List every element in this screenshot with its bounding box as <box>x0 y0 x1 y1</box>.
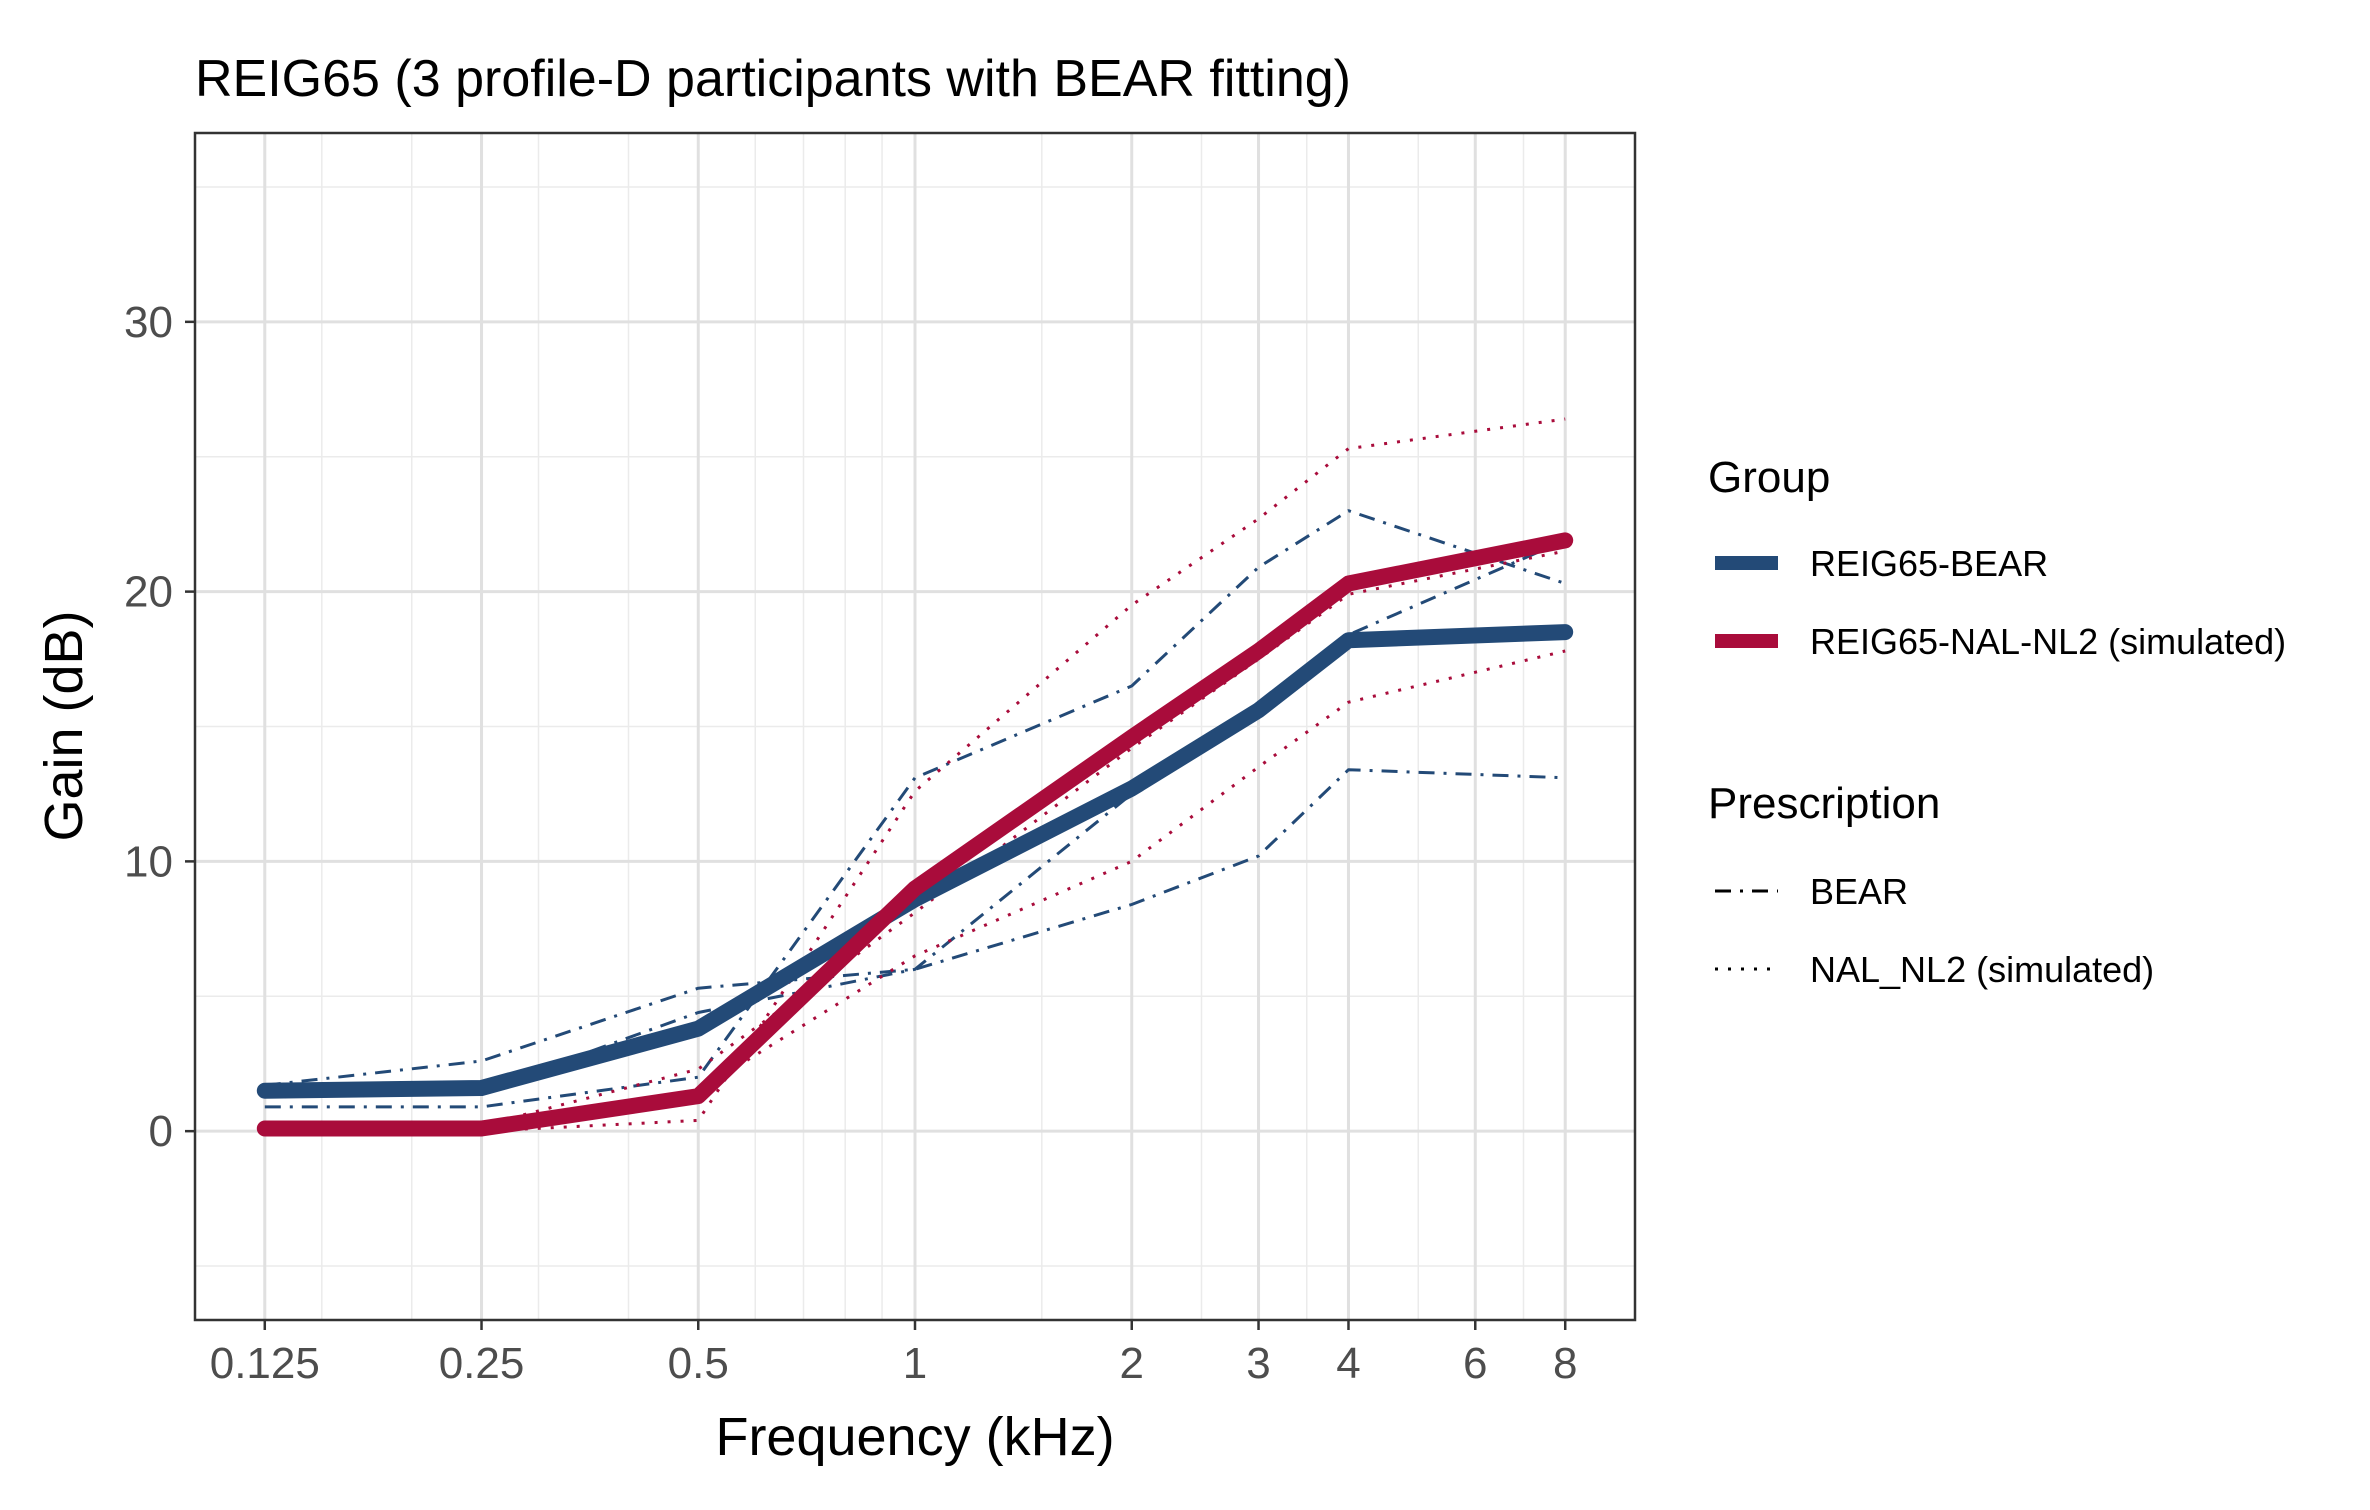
x-tick-label: 6 <box>1463 1339 1487 1388</box>
mean-line-bear <box>256 624 1574 1099</box>
legend-group-label: REIG65-BEAR <box>1810 543 2048 584</box>
participant-line-bear <box>264 509 1566 1109</box>
legend-group-title: Group <box>1708 453 1830 502</box>
legend-prescription-title: Prescription <box>1708 779 1940 828</box>
y-tick-label: 20 <box>124 568 173 617</box>
y-axis-label: Gain (dB) <box>34 610 94 841</box>
x-tick-label: 0.25 <box>439 1339 525 1388</box>
legend-prescription-label: NAL_NL2 (simulated) <box>1810 949 2154 990</box>
y-tick-label: 30 <box>124 298 173 347</box>
y-tick-label: 0 <box>149 1107 173 1156</box>
x-tick-label: 0.5 <box>668 1339 729 1388</box>
legend: Group Prescription REIG65-BEAR REIG65-NAL… <box>1708 453 2286 990</box>
x-tick-label: 4 <box>1336 1339 1360 1388</box>
x-tick-label: 2 <box>1119 1339 1143 1388</box>
y-axis: 0 10 20 30 <box>124 298 195 1156</box>
major-grid <box>195 133 1635 1320</box>
x-tick-label: 1 <box>903 1339 927 1388</box>
legend-prescription-label: BEAR <box>1810 871 1908 912</box>
participant-line-bear <box>264 768 1566 1087</box>
x-axis: 0.125 0.25 0.5 1 2 3 4 6 8 <box>210 1320 1577 1388</box>
x-tick-label: 8 <box>1553 1339 1577 1388</box>
mean-line-nal <box>256 532 1574 1137</box>
x-tick-label: 3 <box>1246 1339 1270 1388</box>
x-axis-label: Frequency (kHz) <box>715 1407 1114 1467</box>
x-tick-label: 0.125 <box>210 1339 320 1388</box>
legend-group-label: REIG65-NAL-NL2 (simulated) <box>1810 621 2286 662</box>
y-tick-label: 10 <box>124 837 173 886</box>
chart-title: REIG65 (3 profile-D participants with BE… <box>195 50 1351 108</box>
legend-items: REIG65-BEAR REIG65-NAL-NL2 (simulated) BEA… <box>1715 543 2286 990</box>
series-layer <box>256 417 1574 1137</box>
